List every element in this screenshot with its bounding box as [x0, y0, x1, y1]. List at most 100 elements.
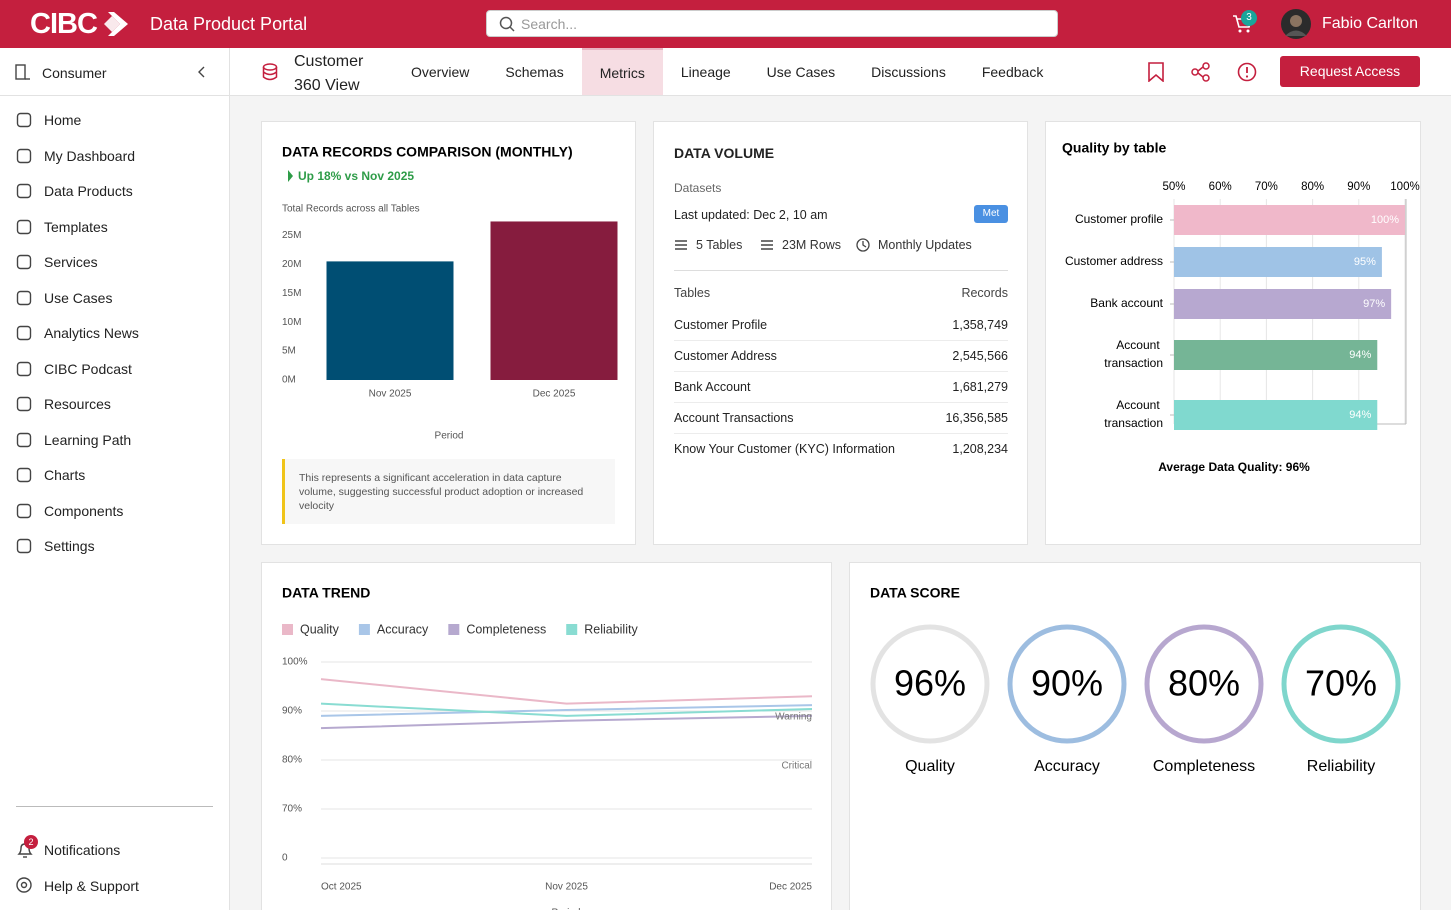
nav-icon-shape	[16, 503, 32, 518]
table-cell: Account Transactions	[674, 410, 794, 425]
nav-item[interactable]: Data Products	[44, 183, 133, 199]
x-tick-label: 50%	[1162, 181, 1185, 193]
notification-badge: 2	[24, 835, 38, 849]
tab[interactable]: Use Cases	[766, 64, 836, 80]
request-access-button[interactable]: Request Access	[1280, 56, 1420, 87]
y-tick-label: 15M	[282, 288, 301, 299]
logo-mark	[104, 12, 128, 36]
category-label: Bank account	[1090, 296, 1163, 310]
table-row: Tables Records	[674, 277, 1008, 308]
search-box[interactable]: Search...	[486, 10, 1058, 37]
records-card: DATA RECORDS COMPARISON (MONTHLY) Up 18% …	[261, 121, 636, 545]
trend-chart: DATA TREND Quality Accuracy Completeness Rel…	[282, 585, 813, 910]
trend-line	[320, 702, 813, 717]
search-icon	[499, 16, 515, 32]
divider	[16, 806, 213, 807]
nav-item[interactable]: Use Cases	[44, 289, 113, 306]
bar	[1174, 400, 1378, 430]
x-tick-label: Oct 2025	[321, 882, 362, 893]
legend-swatch	[358, 624, 370, 635]
stat: Monthly Updates	[878, 238, 972, 252]
stat-icon	[675, 240, 687, 250]
collapse-button[interactable]	[197, 66, 207, 78]
x-axis-label: Period	[435, 431, 464, 442]
table-row: Customer Address 2,545,566	[674, 340, 1008, 372]
logo[interactable]: CIBC	[30, 8, 98, 40]
nav-icon-shape	[16, 148, 32, 163]
nav-item[interactable]: My Dashboard	[44, 147, 136, 164]
nav-icon-shape	[16, 325, 32, 341]
nav-item[interactable]: Services	[44, 254, 98, 270]
tab[interactable]: Lineage	[680, 64, 731, 80]
table-cell: Know Your Customer (KYC) Information	[674, 441, 895, 456]
tab[interactable]: Discussions	[871, 64, 946, 80]
table-cell: Bank Account	[674, 379, 751, 394]
nav-icon-shape	[16, 254, 32, 270]
category-label: Customer profile	[1075, 212, 1163, 226]
table-row: Bank Account 1,681,279	[674, 371, 1008, 403]
user-name[interactable]: Fabio Carlton	[1322, 15, 1419, 32]
threshold-label: Warning	[775, 712, 812, 723]
score-chart: DATA SCORE 96% Quality 90% Accuracy 80% Comple…	[870, 585, 1401, 775]
table-cell: 1,681,279	[952, 379, 1008, 394]
nav-item[interactable]: Resources	[44, 396, 111, 412]
role-label: Consumer	[42, 65, 107, 81]
nav-item[interactable]: Home	[44, 112, 82, 128]
stat-icon-circle	[856, 238, 870, 252]
bar	[490, 221, 618, 380]
quality-card: Quality by table 50% 60% 70% 80% 90% 100% 100% C…	[1045, 121, 1421, 545]
table-cell: 16,356,585	[945, 410, 1008, 425]
value-label: 97%	[1363, 298, 1385, 310]
nav-item[interactable]: Analytics News	[44, 325, 139, 341]
trend-line	[320, 704, 813, 717]
label-line: transaction	[1104, 356, 1163, 370]
tab[interactable]: Overview	[411, 64, 470, 80]
trend-card: DATA TREND Quality Accuracy Completeness Rel…	[261, 562, 832, 910]
chart-subtitle: Up 18% vs Nov 2025	[298, 169, 414, 183]
nav-item[interactable]: Templates	[44, 218, 108, 235]
nav-item[interactable]: Charts	[44, 467, 86, 483]
cart-badge: 3	[1241, 10, 1257, 26]
nav-icon	[16, 538, 32, 554]
tab[interactable]: Metrics	[581, 48, 663, 95]
card-title: DATA VOLUME	[674, 145, 775, 161]
nav-icon	[16, 148, 32, 163]
legend-label: Completeness	[466, 622, 546, 636]
tab[interactable]: Feedback	[981, 64, 1044, 80]
nav-icon	[16, 254, 32, 270]
score-ring	[1007, 624, 1127, 744]
chart-footer: Average Data Quality: 96%	[1158, 460, 1310, 474]
help-icon	[16, 877, 32, 893]
category-label: Account transaction	[1104, 338, 1163, 370]
chart-title: DATA SCORE	[870, 585, 960, 601]
notifications-link[interactable]: Notifications	[44, 842, 121, 858]
score-value: 70%	[1305, 663, 1377, 704]
nav-item[interactable]: Components	[44, 502, 124, 519]
y-tick-label: 10M	[282, 317, 301, 328]
share-icon[interactable]	[1191, 62, 1211, 82]
nav-item[interactable]: CIBC Podcast	[44, 360, 132, 377]
bar	[1174, 289, 1392, 319]
nav-icon-shape	[16, 361, 32, 376]
search-placeholder: Search...	[521, 16, 578, 32]
nav-item[interactable]: Settings	[44, 538, 95, 554]
x-tick-label: Nov 2025	[545, 882, 588, 893]
report-icon[interactable]	[1237, 62, 1257, 82]
help-link[interactable]: Help & Support	[44, 878, 139, 894]
nav-icon	[16, 503, 32, 518]
avatar[interactable]	[1281, 9, 1311, 39]
legend-label: Reliability	[584, 622, 638, 636]
stat-icon-hand	[862, 241, 867, 248]
table-cell: Records	[961, 285, 1008, 300]
legend-swatch	[282, 624, 293, 635]
score-ring	[1144, 624, 1264, 744]
trend-line	[320, 714, 813, 730]
bookmark-icon[interactable]	[1147, 62, 1165, 82]
nav-item[interactable]: Learning Path	[44, 431, 132, 448]
legend-swatch	[448, 624, 460, 635]
y-tick-label: 70%	[282, 804, 302, 815]
tab[interactable]: Schemas	[505, 64, 564, 80]
tab-list: Overview Schemas Metrics Lineage Use Cases Di…	[393, 48, 1061, 95]
x-tick-label: Nov 2025	[369, 389, 412, 400]
